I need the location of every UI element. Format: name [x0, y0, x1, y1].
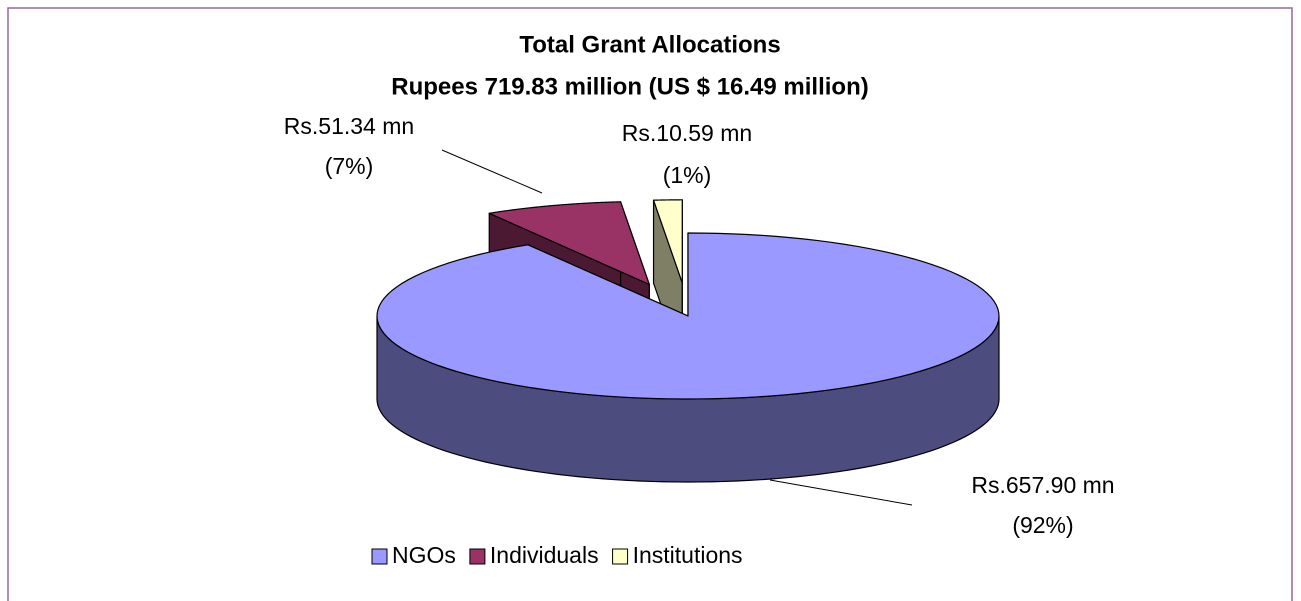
chart-subtitle: Rupees 719.83 million (US $ 16.49 millio…	[391, 73, 869, 100]
data-label: Rs.51.34 mn	[284, 113, 414, 139]
data-label: Rs.657.90 mn	[971, 472, 1114, 498]
data-label: Rs.10.59 mn	[622, 120, 752, 146]
legend-swatch	[469, 548, 486, 565]
chart-title: Total Grant Allocations	[519, 31, 780, 58]
slice-top	[652, 199, 683, 284]
legend-label: NGOs	[392, 542, 456, 568]
legend-label: Individuals	[490, 542, 599, 568]
leader-line	[441, 149, 543, 194]
slice-top	[488, 201, 650, 286]
legend-label: Institutions	[633, 542, 743, 568]
legend-swatch	[371, 548, 388, 565]
slice-top	[376, 232, 1000, 400]
data-label-percent: (92%)	[1012, 512, 1073, 538]
legend-swatch	[612, 548, 629, 565]
leader-line	[769, 479, 913, 506]
data-label-percent: (1%)	[663, 162, 712, 188]
data-label-percent: (7%)	[325, 153, 374, 179]
